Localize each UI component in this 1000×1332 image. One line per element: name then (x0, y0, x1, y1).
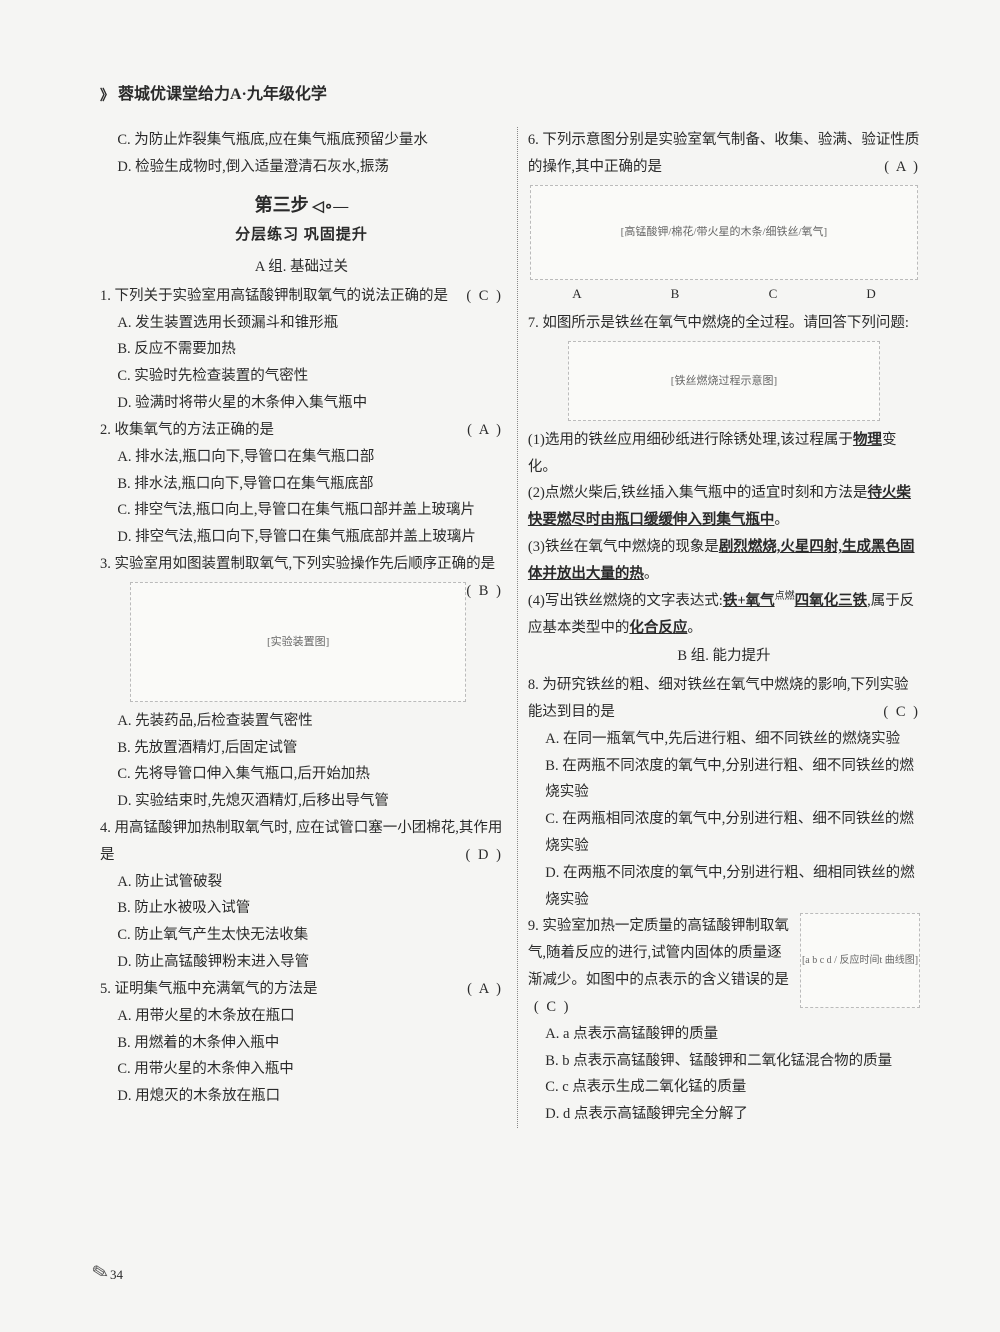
q4-d: D. 防止高锰酸钾粉末进入导管 (100, 949, 503, 976)
q1-c: C. 实验时先检查装置的气密性 (100, 363, 503, 390)
step-subtitle: 分层练习 巩固提升 (235, 227, 368, 243)
q9-stem-block: 9. 实验室加热一定质量的高锰酸钾制取氧气,随着反应的进行,试管内固体的质量逐渐… (528, 913, 792, 1020)
q6-label-c: C (724, 282, 822, 306)
q7-p4-blank1: 铁+氧气 (723, 593, 775, 609)
q1-stem: 1. 下列关于实验室用高锰酸钾制取氧气的说法正确的是 ( C ) (100, 283, 503, 310)
q7-p4a: (4)写出铁丝燃烧的文字表达式: (528, 593, 723, 609)
q5-b: B. 用燃着的木条伸入瓶中 (100, 1030, 503, 1057)
q4-b: B. 防止水被吸入试管 (100, 895, 503, 922)
q8-stem: 8. 为研究铁丝的粗、细对铁丝在氧气中燃烧的影响,下列实验能达到目的是 ( C … (528, 672, 920, 726)
q8-answer: ( C ) (883, 699, 920, 726)
q6-answer: ( A ) (884, 154, 920, 181)
two-column-layout: C. 为防止炸裂集气瓶底,应在集气瓶底预留少量水 D. 检验生成物时,倒入适量澄… (100, 127, 920, 1128)
q2-b: B. 排水法,瓶口向下,导管口在集气瓶底部 (100, 471, 503, 498)
q7-p2c: 。 (774, 512, 789, 528)
q7-p4-cond: 点燃 (775, 591, 795, 602)
q1-text: 1. 下列关于实验室用高锰酸钾制取氧气的说法正确的是 (100, 288, 448, 304)
q9-a: A. a 点表示高锰酸钾的质量 (528, 1021, 920, 1048)
q3-a: A. 先装药品,后检查装置气密性 (100, 708, 503, 735)
q3-c: C. 先将导管口伸入集气瓶口,后开始加热 (100, 761, 503, 788)
header-title: 蓉城优课堂给力A·九年级化学 (118, 86, 327, 103)
q7-stem: 7. 如图所示是铁丝在氧气中燃烧的全过程。请回答下列问题: (528, 310, 920, 337)
q1-d: D. 验满时将带火星的木条伸入集气瓶中 (100, 390, 503, 417)
q9-b: B. b 点表示高锰酸钾、锰酸钾和二氧化锰混合物的质量 (528, 1048, 920, 1075)
q6-stem: 6. 下列示意图分别是实验室氧气制备、收集、验满、验证性质的操作,其中正确的是 … (528, 127, 920, 181)
q8-a: A. 在同一瓶氧气中,先后进行粗、细不同铁丝的燃烧实验 (528, 726, 920, 753)
q7-p2: (2)点燃火柴后,铁丝插入集气瓶中的适宜时刻和方法是待火柴快要燃尽时由瓶口缓缓伸… (528, 480, 920, 534)
q3-text: 3. 实验室用如图装置制取氧气,下列实验操作先后顺序正确的是 (100, 556, 495, 572)
q7-p1-blank: 物理 (853, 432, 882, 448)
q7-p4-blank3: 化合反应 (629, 620, 687, 636)
q2-text: 2. 收集氧气的方法正确的是 (100, 422, 274, 438)
q3-d: D. 实验结束时,先熄灭酒精灯,后移出导气管 (100, 788, 503, 815)
step-label: 第三步 (255, 195, 309, 215)
q9-answer: ( C ) (534, 999, 571, 1015)
q7-p4: (4)写出铁丝燃烧的文字表达式:铁+氧气点燃四氧化三铁,属于反应基本类型中的化合… (528, 588, 920, 642)
q9-text: 9. 实验室加热一定质量的高锰酸钾制取氧气,随着反应的进行,试管内固体的质量逐渐… (528, 918, 789, 988)
left-column: C. 为防止炸裂集气瓶底,应在集气瓶底预留少量水 D. 检验生成物时,倒入适量澄… (100, 127, 503, 1128)
q6-label-a: A (528, 282, 626, 306)
q3-answer: ( B ) (466, 578, 503, 605)
q4-c: C. 防止氧气产生太快无法收集 (100, 922, 503, 949)
q4-a: A. 防止试管破裂 (100, 869, 503, 896)
q7-p4g: 。 (687, 620, 702, 636)
page-number: 34 (110, 1267, 123, 1282)
q3-stem: 3. 实验室用如图装置制取氧气,下列实验操作先后顺序正确的是 ( B ) (100, 551, 503, 578)
step-deco: ◁∘— (312, 199, 348, 215)
q5-stem: 5. 证明集气瓶中充满氧气的方法是 ( A ) (100, 976, 503, 1003)
q9-wrap: 9. 实验室加热一定质量的高锰酸钾制取氧气,随着反应的进行,试管内固体的质量逐渐… (528, 913, 920, 1020)
q2-stem: 2. 收集氧气的方法正确的是 ( A ) (100, 417, 503, 444)
q3-b: B. 先放置酒精灯,后固定试管 (100, 735, 503, 762)
q4-stem: 4. 用高锰酸钾加热制取氧气时, 应在试管口塞一小团棉花,其作用是 ( D ) (100, 815, 503, 869)
q5-text: 5. 证明集气瓶中充满氧气的方法是 (100, 981, 318, 997)
q5-c: C. 用带火星的木条伸入瓶中 (100, 1056, 503, 1083)
page-header: 》 蓉城优课堂给力A·九年级化学 (100, 80, 920, 109)
q3-figure: [实验装置图] (130, 582, 466, 702)
q8-c: C. 在两瓶相同浓度的氧气中,分别进行粗、细不同铁丝的燃烧实验 (528, 806, 920, 860)
q8-text: 8. 为研究铁丝的粗、细对铁丝在氧气中燃烧的影响,下列实验能达到目的是 (528, 677, 909, 720)
q1-answer: ( C ) (466, 283, 503, 310)
q9-c: C. c 点表示生成二氧化锰的质量 (528, 1074, 920, 1101)
right-column: 6. 下列示意图分别是实验室氧气制备、收集、验满、验证性质的操作,其中正确的是 … (517, 127, 920, 1128)
q4-answer: ( D ) (466, 842, 503, 869)
q6-text: 6. 下列示意图分别是实验室氧气制备、收集、验满、验证性质的操作,其中正确的是 (528, 132, 920, 175)
q1-a: A. 发生装置选用长颈漏斗和锥形瓶 (100, 310, 503, 337)
group-a-label: A 组. 基础过关 (100, 254, 503, 281)
q2-d: D. 排空气法,瓶口向下,导管口在集气瓶底部并盖上玻璃片 (100, 524, 503, 551)
q6-label-d: D (822, 282, 920, 306)
q8-d: D. 在两瓶不同浓度的氧气中,分别进行粗、细相同铁丝的燃烧实验 (528, 860, 920, 914)
q6-figure: [高锰酸钾/棉花/带火星的木条/细铁丝/氧气] (530, 185, 918, 280)
q2-answer: ( A ) (467, 417, 503, 444)
group-b-label: B 组. 能力提升 (528, 643, 920, 670)
q7-figure: [铁丝燃烧过程示意图] (568, 341, 880, 421)
page-number-area: ✎ 34 (92, 1260, 123, 1285)
q1-b: B. 反应不需要加热 (100, 336, 503, 363)
q4-text: 4. 用高锰酸钾加热制取氧气时, 应在试管口塞一小团棉花,其作用是 (100, 820, 502, 863)
q2-c: C. 排空气法,瓶口向上,导管口在集气瓶口部并盖上玻璃片 (100, 497, 503, 524)
q7-p3c: 。 (644, 566, 659, 582)
q9-figure: [a b c d / 反应时间t 曲线图] (800, 913, 920, 1008)
q7-p2a: (2)点燃火柴后,铁丝插入集气瓶中的适宜时刻和方法是 (528, 485, 868, 501)
pre-option-c: C. 为防止炸裂集气瓶底,应在集气瓶底预留少量水 (100, 127, 503, 154)
q5-answer: ( A ) (467, 976, 503, 1003)
step-banner: 第三步 ◁∘— 分层练习 巩固提升 (100, 189, 503, 250)
pre-option-d: D. 检验生成物时,倒入适量澄清石灰水,振荡 (100, 154, 503, 181)
q9-d: D. d 点表示高锰酸钾完全分解了 (528, 1101, 920, 1128)
q6-label-b: B (626, 282, 724, 306)
q2-a: A. 排水法,瓶口向下,导管口在集气瓶口部 (100, 444, 503, 471)
header-marker: 》 (100, 85, 114, 105)
q7-p4-blank2: 四氧化三铁 (795, 593, 868, 609)
q7-p1: (1)选用的铁丝应用细砂纸进行除锈处理,该过程属于物理变化。 (528, 427, 920, 481)
q5-d: D. 用熄灭的木条放在瓶口 (100, 1083, 503, 1110)
q5-a: A. 用带火星的木条放在瓶口 (100, 1003, 503, 1030)
q8-b: B. 在两瓶不同浓度的氧气中,分别进行粗、细不同铁丝的燃烧实验 (528, 753, 920, 807)
q6-labels: A B C D (528, 282, 920, 306)
page-content: 》 蓉城优课堂给力A·九年级化学 C. 为防止炸裂集气瓶底,应在集气瓶底预留少量… (100, 80, 920, 1128)
q7-p3: (3)铁丝在氧气中燃烧的现象是剧烈燃烧,火星四射,生成黑色固体并放出大量的热。 (528, 534, 920, 588)
q7-p3a: (3)铁丝在氧气中燃烧的现象是 (528, 539, 719, 555)
pencil-icon: ✎ (90, 1259, 112, 1287)
q7-p1a: (1)选用的铁丝应用细砂纸进行除锈处理,该过程属于 (528, 432, 853, 448)
